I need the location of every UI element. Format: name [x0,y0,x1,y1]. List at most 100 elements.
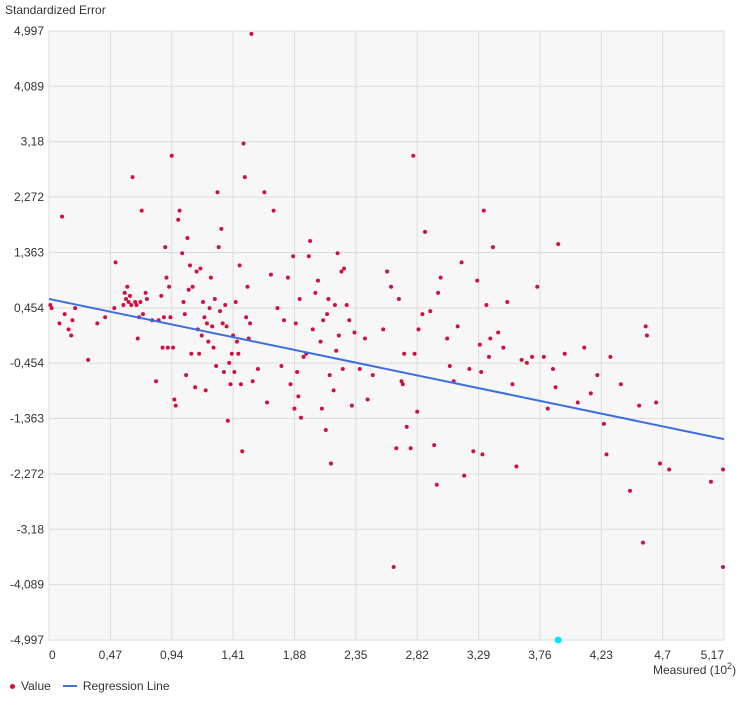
data-point[interactable] [347,318,352,323]
data-point[interactable] [394,446,399,451]
data-point[interactable] [268,272,273,277]
data-point[interactable] [412,351,417,356]
data-point[interactable] [160,345,165,350]
data-point[interactable] [86,357,91,362]
data-point[interactable] [133,299,138,304]
data-point[interactable] [455,324,460,329]
data-point[interactable] [190,284,195,289]
data-point[interactable] [416,327,421,332]
data-point[interactable] [57,321,62,326]
data-point[interactable] [490,245,495,250]
data-point[interactable] [438,275,443,280]
data-point[interactable] [208,275,213,280]
data-point[interactable] [329,461,334,466]
data-point[interactable] [400,382,405,387]
data-point[interactable] [227,360,232,365]
data-point[interactable] [510,382,515,387]
data-point[interactable] [553,385,558,390]
data-point[interactable] [344,303,349,308]
data-point[interactable] [385,269,390,274]
data-point[interactable] [238,382,243,387]
data-point[interactable] [62,312,67,317]
data-point[interactable] [242,175,247,180]
data-point[interactable] [336,333,341,338]
data-point[interactable] [171,345,176,350]
data-point[interactable] [188,263,193,268]
data-point[interactable] [241,141,246,146]
data-point[interactable] [228,382,233,387]
data-point[interactable] [637,403,642,408]
data-point[interactable] [471,449,476,454]
data-point[interactable] [103,315,108,320]
data-point[interactable] [143,290,148,295]
data-point[interactable] [204,321,209,326]
data-point[interactable] [334,348,339,353]
data-point[interactable] [627,488,632,493]
data-point[interactable] [331,388,336,393]
data-point[interactable] [255,367,260,372]
data-point[interactable] [240,449,245,454]
data-point[interactable] [125,284,130,289]
data-point[interactable] [126,299,131,304]
data-point[interactable] [232,370,237,375]
data-point[interactable] [643,324,648,329]
data-point[interactable] [163,245,168,250]
data-point[interactable] [124,296,129,301]
data-point[interactable] [282,318,287,323]
data-point[interactable] [420,312,425,317]
data-point[interactable] [524,360,529,365]
data-point[interactable] [315,278,320,283]
data-point[interactable] [122,290,127,295]
legend-item-regression[interactable]: Regression Line [62,679,170,693]
data-point[interactable] [112,306,117,311]
data-point[interactable] [271,208,276,213]
data-point[interactable] [321,318,326,323]
data-point[interactable] [588,391,593,396]
data-point[interactable] [176,217,181,222]
data-point[interactable] [496,330,501,335]
data-point[interactable] [73,306,78,311]
data-point[interactable] [545,406,550,411]
data-point[interactable] [219,226,224,231]
data-point[interactable] [218,309,223,314]
data-point[interactable] [237,263,242,268]
data-point[interactable] [654,400,659,405]
data-point[interactable] [297,296,302,301]
data-point[interactable] [293,321,298,326]
data-point[interactable] [721,467,725,472]
data-point[interactable] [169,153,174,158]
data-point[interactable] [201,299,206,304]
data-point[interactable] [339,269,344,274]
data-point[interactable] [129,303,134,308]
data-point[interactable] [365,397,370,402]
data-point[interactable] [173,403,178,408]
data-point[interactable] [582,345,587,350]
data-point[interactable] [135,336,140,341]
data-point[interactable] [130,175,135,180]
data-point[interactable] [318,339,323,344]
data-point[interactable] [428,309,433,314]
data-point[interactable] [608,354,613,359]
data-point[interactable] [644,333,649,338]
data-point[interactable] [459,260,464,265]
data-point[interactable] [207,306,212,311]
data-point[interactable] [212,296,217,301]
data-point[interactable] [708,479,713,484]
data-point[interactable] [285,275,290,280]
data-point[interactable] [308,239,313,244]
data-point[interactable] [202,315,207,320]
data-point[interactable] [224,324,229,329]
data-point[interactable] [292,406,297,411]
data-point[interactable] [396,296,401,301]
data-point[interactable] [70,318,75,323]
data-point[interactable] [244,315,249,320]
data-point[interactable] [139,208,144,213]
data-point[interactable] [141,312,146,317]
data-point[interactable] [60,214,65,219]
data-point[interactable] [245,284,250,289]
data-point[interactable] [313,290,318,295]
data-point[interactable] [301,354,306,359]
data-point[interactable] [206,339,211,344]
selected-point[interactable] [554,636,562,644]
data-point[interactable] [381,327,386,332]
